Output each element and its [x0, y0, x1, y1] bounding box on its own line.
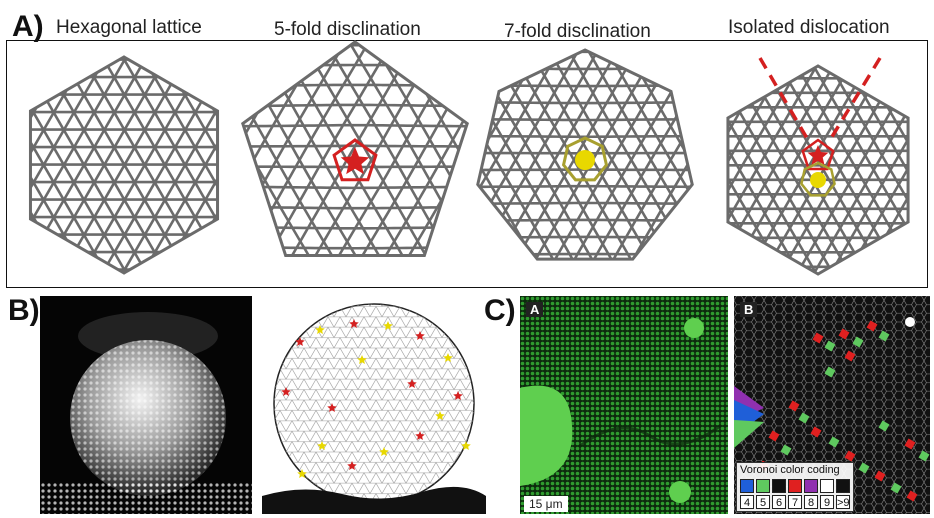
panel-a-frame	[6, 40, 928, 288]
legend-color-row	[740, 479, 850, 493]
caption-7-fold-disclination: 7-fold disclination	[504, 21, 651, 42]
legend-number: 7	[788, 495, 802, 509]
hexagonal-lattice-figure	[28, 55, 220, 275]
panel-c-letter: C)	[484, 294, 516, 327]
sub-panel-a-label: A	[526, 302, 544, 317]
legend-number: 9	[820, 495, 834, 509]
caption-isolated-dislocation: Isolated dislocation	[728, 17, 890, 38]
defect-sphere-render	[262, 296, 486, 514]
legend-number: 4	[740, 495, 754, 509]
legend-swatch	[772, 479, 786, 493]
legend-number: >9	[836, 495, 850, 509]
scale-bar-label: 15 μm	[524, 496, 568, 512]
legend-title: Voronoi color coding	[740, 464, 840, 476]
legend-swatch	[788, 479, 802, 493]
legend-swatch	[820, 479, 834, 493]
legend-swatch	[836, 479, 850, 493]
voronoi-legend: Voronoi color coding 4 5 6 7 8 9 >9	[736, 462, 854, 512]
panel-b-letter: B)	[8, 294, 40, 327]
panel-a-letter: A)	[12, 10, 44, 43]
legend-number: 6	[772, 495, 786, 509]
sub-panel-b-label: B	[740, 302, 758, 317]
isolated-dislocation-figure	[726, 57, 910, 276]
legend-number-row: 4 5 6 7 8 9 >9	[740, 495, 850, 509]
lattice-drawings	[28, 40, 910, 276]
confocal-micrograph	[520, 296, 728, 514]
caption-5-fold-disclination: 5-fold disclination	[274, 19, 421, 40]
legend-number: 8	[804, 495, 818, 509]
legend-swatch	[804, 479, 818, 493]
legend-swatch	[756, 479, 770, 493]
caption-hexagonal-lattice: Hexagonal lattice	[56, 17, 202, 38]
legend-number: 5	[756, 495, 770, 509]
colloidal-sphere-photo	[40, 296, 252, 514]
legend-swatch	[740, 479, 754, 493]
